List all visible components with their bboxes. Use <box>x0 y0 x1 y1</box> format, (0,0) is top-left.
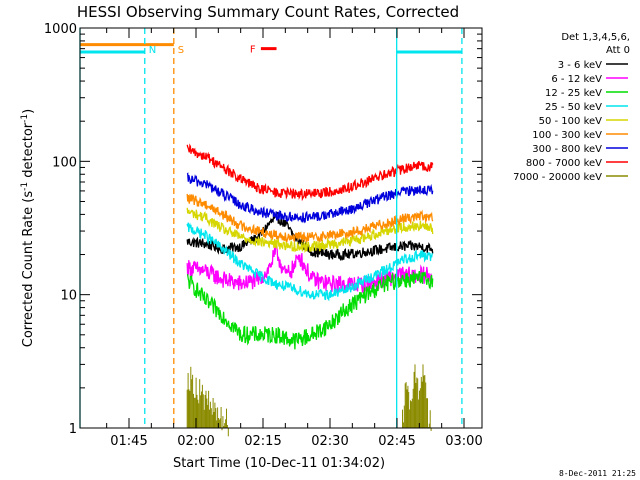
legend-label: 100 - 300 keV <box>532 130 602 141</box>
y-tick-label: 100 <box>52 155 77 170</box>
annotation-label-S: S <box>178 45 184 56</box>
legend-label: 25 - 50 keV <box>545 102 602 113</box>
plot-frame <box>79 27 483 429</box>
series-7 <box>186 143 434 202</box>
y-axis-label: Corrected Count Rate (s-1 detector-1) <box>20 109 36 347</box>
legend-title-line: Att 0 <box>606 45 630 56</box>
x-tick-label: 02:00 <box>177 434 214 449</box>
legend-label: 50 - 100 keV <box>539 116 603 127</box>
series-line <box>186 193 434 243</box>
series-line <box>186 270 434 350</box>
legend: Det 1,3,4,5,6, Att 0 3 - 6 keV 6 - 12 keV 12… <box>513 32 630 183</box>
series-line <box>186 207 434 253</box>
y-tick-label: 10 <box>60 289 77 304</box>
x-axis-label: Start Time (10-Dec-11 01:34:02) <box>173 456 385 471</box>
series-8 <box>186 364 432 437</box>
series-2 <box>186 270 434 350</box>
y-tick-label: 1000 <box>44 22 77 37</box>
legend-label: 7000 - 20000 keV <box>513 172 602 183</box>
series-line <box>186 143 434 202</box>
x-tick-label: 02:30 <box>311 434 348 449</box>
x-tick-label: 03:00 <box>445 434 482 449</box>
series-line <box>186 172 434 224</box>
series-line <box>186 222 434 302</box>
x-tick-label: 01:45 <box>110 434 147 449</box>
legend-label: 12 - 25 keV <box>545 88 602 99</box>
footer-timestamp: 8-Dec-2011 21:25 <box>559 469 636 478</box>
annotation-label-N: N <box>149 45 156 56</box>
series-4 <box>186 207 434 253</box>
y-tick-label: 1 <box>69 422 77 437</box>
legend-label: 800 - 7000 keV <box>526 158 602 169</box>
series-6 <box>186 172 434 224</box>
legend-title-line: Det 1,3,4,5,6, <box>561 32 630 43</box>
series-5 <box>186 193 434 243</box>
legend-label: 6 - 12 keV <box>551 74 602 85</box>
x-tick-label: 02:45 <box>378 434 415 449</box>
legend-label: 300 - 800 keV <box>532 144 602 155</box>
x-tick-label: 02:15 <box>244 434 281 449</box>
legend-label: 3 - 6 keV <box>558 60 602 71</box>
annotation-label-F: F <box>250 45 256 56</box>
chart-title: HESSI Observing Summary Count Rates, Cor… <box>77 3 459 21</box>
series-3 <box>186 222 434 302</box>
axis-layer: 1 10 100 1000 01:45 02:00 02:15 02:30 02:45 03:00 <box>44 22 483 449</box>
